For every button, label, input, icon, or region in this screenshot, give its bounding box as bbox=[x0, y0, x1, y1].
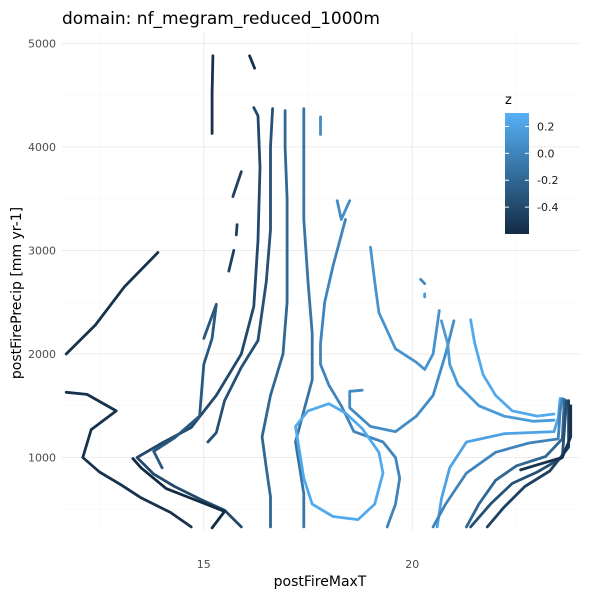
y-tick-label: 1000 bbox=[28, 452, 56, 465]
contour-line bbox=[210, 54, 215, 135]
contour-line bbox=[440, 319, 556, 423]
contour-line bbox=[206, 107, 274, 444]
contour-line bbox=[519, 404, 573, 472]
contour-line bbox=[469, 399, 568, 529]
legend-tick-label: -0.4 bbox=[537, 201, 558, 214]
contour-line bbox=[234, 223, 239, 237]
contour-line bbox=[294, 402, 385, 521]
x-tick-label: 15 bbox=[197, 558, 211, 571]
contour-line bbox=[152, 302, 218, 470]
contour-line bbox=[231, 170, 243, 198]
legend-tick-label: 0.0 bbox=[537, 147, 555, 160]
contour-line bbox=[319, 218, 402, 529]
legend-colorbar bbox=[505, 113, 529, 234]
contour-line bbox=[369, 245, 441, 371]
y-axis-ticks: 1000 2000 3000 4000 5000 bbox=[28, 37, 56, 464]
contour-line bbox=[131, 457, 226, 530]
y-tick-label: 3000 bbox=[28, 244, 56, 257]
contour-line bbox=[348, 319, 456, 433]
contour-line bbox=[469, 318, 556, 418]
x-axis-title: postFireMaxT bbox=[274, 574, 367, 590]
x-tick-label: 20 bbox=[405, 558, 419, 571]
contour-line bbox=[248, 54, 256, 70]
contour-line bbox=[135, 106, 262, 529]
contour-lines bbox=[64, 54, 573, 530]
contour-line bbox=[431, 397, 564, 529]
legend-tick-label: -0.2 bbox=[537, 174, 558, 187]
contour-line bbox=[419, 278, 427, 285]
contour-line bbox=[227, 249, 236, 273]
y-tick-label: 4000 bbox=[28, 141, 56, 154]
contour-line bbox=[435, 397, 562, 529]
y-tick-label: 5000 bbox=[28, 37, 56, 50]
legend-title: z bbox=[505, 93, 512, 108]
y-tick-label: 2000 bbox=[28, 348, 56, 361]
contour-line bbox=[64, 390, 193, 529]
color-legend: z 0.2 0.0 -0.2 -0.4 bbox=[505, 93, 558, 234]
contour-line bbox=[260, 109, 289, 529]
y-axis-title: postFirePrecip [mm yr-1] bbox=[9, 207, 25, 379]
legend-tick-label: 0.2 bbox=[537, 120, 555, 133]
legend-ticks: 0.2 0.0 -0.2 -0.4 bbox=[505, 120, 558, 214]
x-axis-ticks: 15 20 bbox=[197, 558, 419, 571]
contour-line bbox=[64, 251, 160, 356]
chart-title: domain: nf_megram_reduced_1000m bbox=[62, 9, 380, 29]
contour-line bbox=[335, 199, 352, 221]
contour-line bbox=[294, 107, 314, 529]
